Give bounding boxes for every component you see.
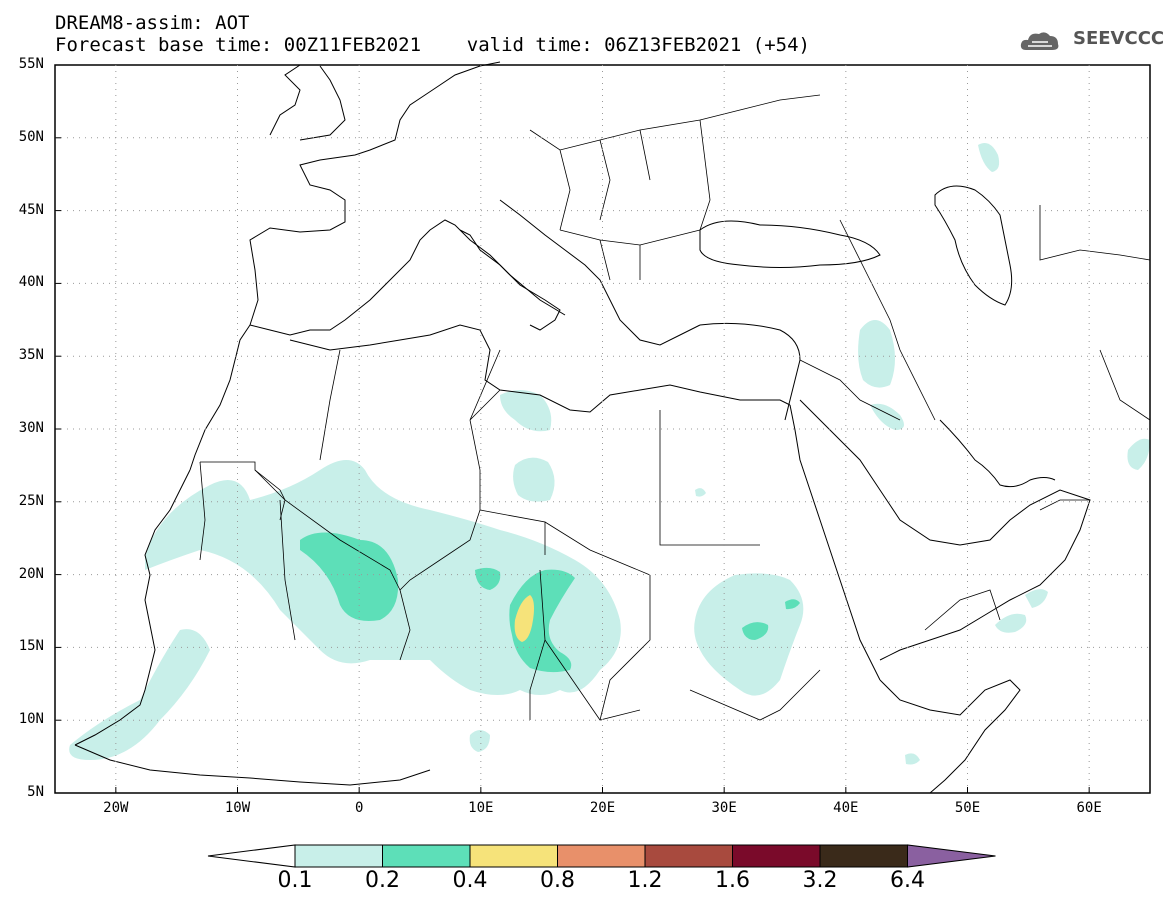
- lat-label: 35N: [18, 347, 44, 364]
- gridlines: [55, 65, 1150, 793]
- lon-label: 50E: [954, 800, 981, 816]
- lon-label: 60E: [1076, 800, 1102, 816]
- colorbar-label: 1.2: [627, 868, 663, 893]
- lon-label: 0: [354, 800, 364, 816]
- colorbar-segment: [294, 844, 383, 868]
- lat-label: 10N: [18, 711, 44, 728]
- axis-ticks: [55, 64, 1090, 794]
- colorbar-label: 0.1: [277, 868, 313, 893]
- colorbar-segment: [819, 844, 908, 868]
- colorbar-max-arrow: [907, 844, 996, 868]
- lon-label: 10W: [224, 800, 251, 816]
- colorbar-segment: [732, 844, 821, 868]
- map-title-line1: DREAM8-assim: AOT: [55, 12, 250, 34]
- colorbar-segment: [557, 844, 646, 868]
- lat-label: 5N: [27, 784, 44, 800]
- colorbar-label: 0.4: [452, 868, 488, 893]
- colorbar-segment: [469, 844, 558, 868]
- colorbar-min-arrow: [207, 844, 296, 868]
- lat-label: 30N: [18, 420, 44, 436]
- colorbar-label: 6.4: [890, 868, 925, 893]
- colorbar-label: 0.8: [540, 868, 575, 893]
- lat-label: 45N: [18, 201, 44, 218]
- colorbar-segment: [644, 844, 733, 868]
- aot-shading: [69, 142, 1150, 765]
- colorbar-label: 3.2: [802, 868, 838, 893]
- colorbar: [207, 844, 996, 868]
- lon-label: 40E: [833, 800, 859, 816]
- country-borders: [199, 94, 1151, 721]
- colorbar-segment: [382, 844, 471, 868]
- map-title-line2: Forecast base time: 00Z11FEB2021 valid t…: [55, 34, 810, 56]
- colorbar-label: 0.2: [365, 868, 400, 893]
- lon-label: 10E: [468, 800, 494, 816]
- cloud-icon: [1020, 32, 1059, 50]
- lat-label: 15N: [18, 638, 44, 655]
- lat-label: 50N: [18, 128, 44, 145]
- lat-label: 25N: [18, 492, 44, 509]
- lon-label: 20E: [589, 800, 616, 816]
- colorbar-label: 1.6: [715, 868, 750, 893]
- lat-label: 55N: [18, 56, 44, 72]
- lat-label: 40N: [18, 274, 44, 291]
- lon-label: 20W: [103, 800, 129, 816]
- lat-label: 20N: [18, 565, 44, 582]
- logo-text: SEEVCCC: [1073, 28, 1165, 49]
- coastlines: [74, 61, 1091, 794]
- lon-label: 30E: [711, 800, 737, 816]
